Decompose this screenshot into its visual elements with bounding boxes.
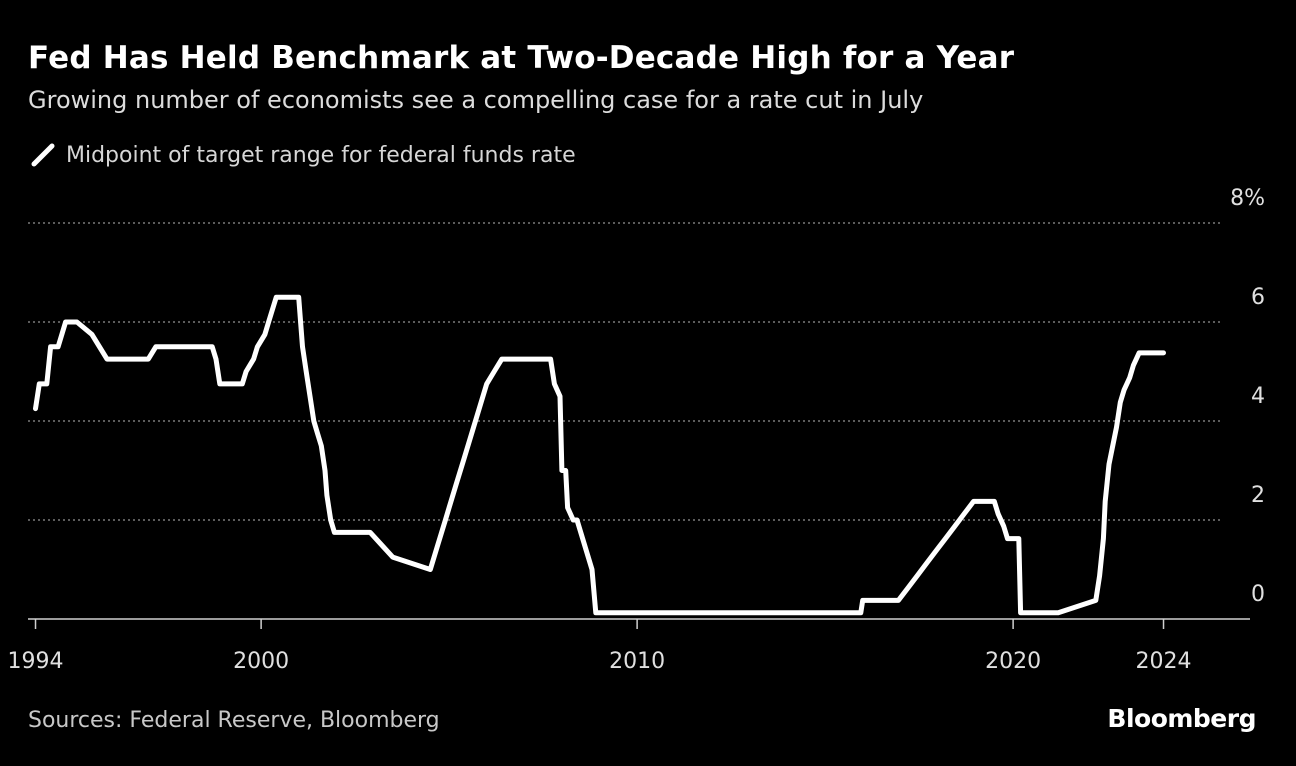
chart-subtitle: Growing number of economists see a compe… xyxy=(28,86,924,114)
x-tick-label: 2024 xyxy=(1136,649,1192,674)
y-tick-label: 4 xyxy=(1251,384,1265,409)
legend: Midpoint of target range for federal fun… xyxy=(30,142,576,168)
x-tick-label: 1994 xyxy=(8,649,64,674)
chart-title: Fed Has Held Benchmark at Two-Decade Hig… xyxy=(28,40,1015,76)
x-tick-label: 2020 xyxy=(985,649,1041,674)
x-tick-label: 2010 xyxy=(609,649,665,674)
series-line-fed-funds-rate xyxy=(33,294,1166,616)
y-tick-label: 2 xyxy=(1251,483,1265,508)
legend-line-icon xyxy=(31,143,55,167)
y-tick-label: 0 xyxy=(1251,582,1265,607)
y-tick-label: 8% xyxy=(1230,186,1265,211)
x-tick-label: 2000 xyxy=(233,649,289,674)
source-note: Sources: Federal Reserve, Bloomberg xyxy=(28,708,440,733)
bloomberg-logo: Bloomberg xyxy=(1107,704,1256,733)
legend-label: Midpoint of target range for federal fun… xyxy=(66,142,576,168)
y-tick-label: 6 xyxy=(1251,285,1265,310)
